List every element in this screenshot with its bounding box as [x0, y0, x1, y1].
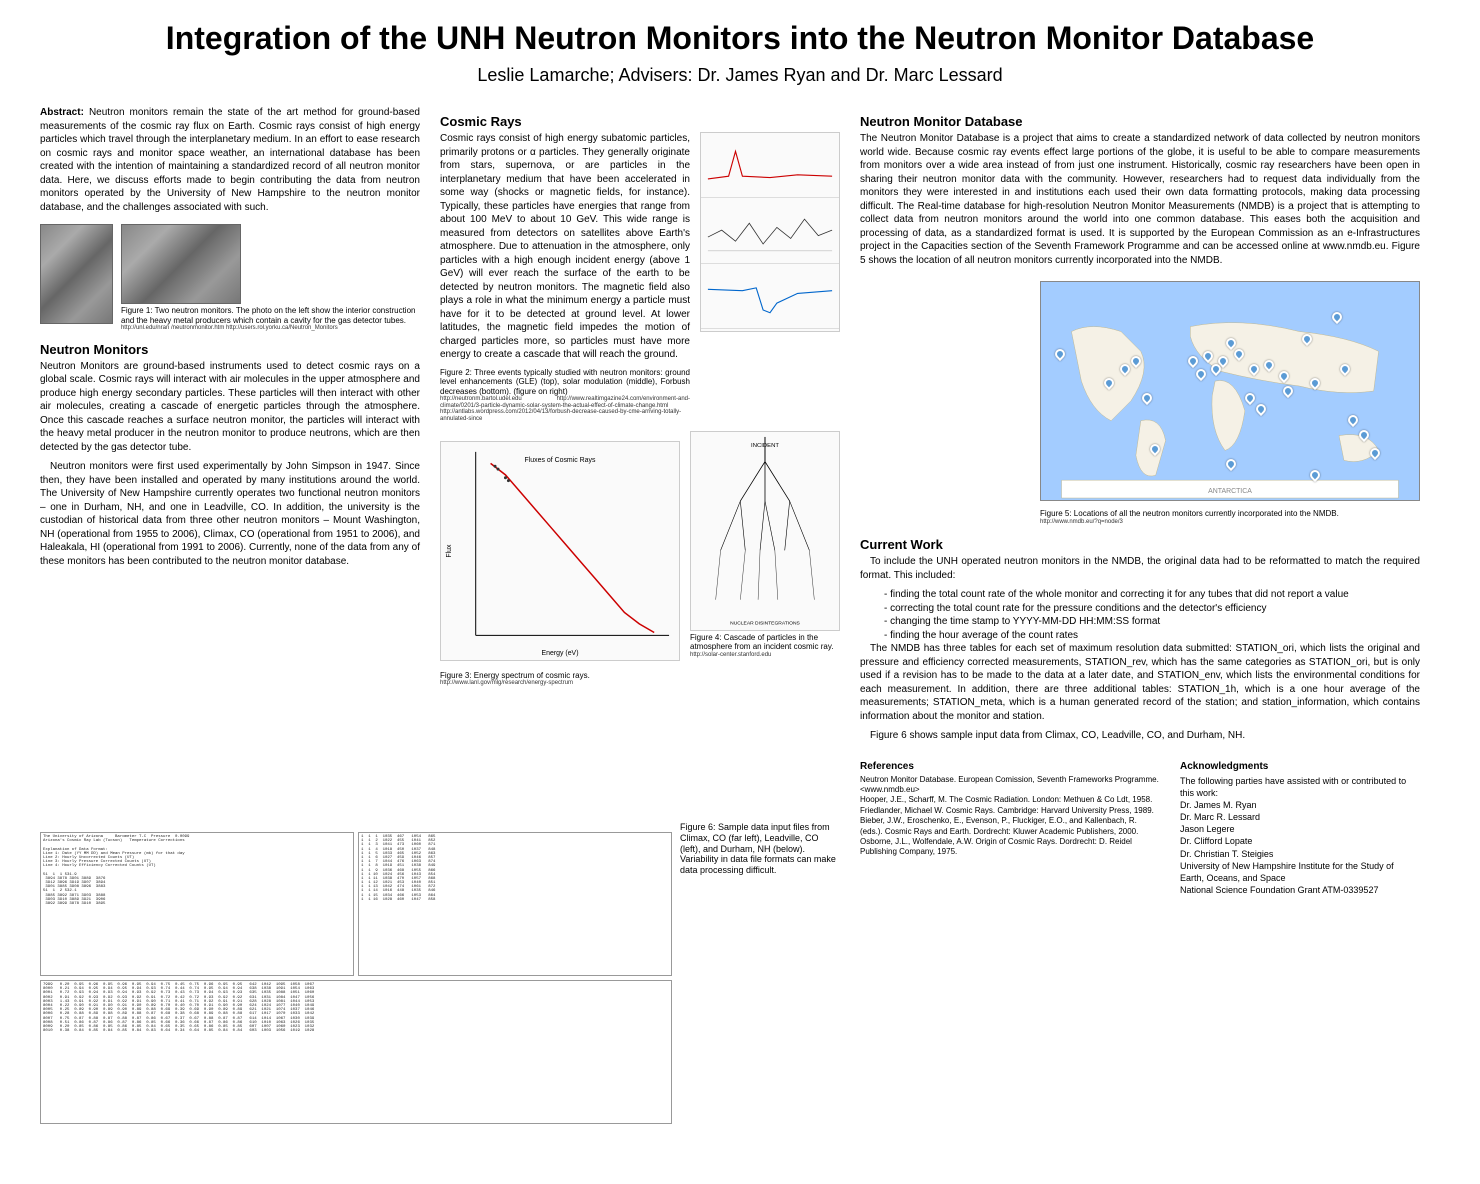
- fig2-caption: Figure 2: Three events typically studied…: [440, 368, 690, 397]
- fig4-caption: Figure 4: Cascade of particles in the at…: [690, 633, 840, 652]
- nm-p2: Neutron monitors were first used experim…: [40, 460, 420, 568]
- reference-item: Hooper, J.E., Scharff, M. The Cosmic Rad…: [860, 795, 1160, 805]
- fig6-durham-data: 7999 0.20 0.95 0.96 0.95 0.96 0.95 0.94 …: [40, 980, 672, 1124]
- column-middle: Cosmic Rays Cosmic rays consist of high …: [440, 106, 840, 896]
- cw-intro: To include the UNH operated neutron moni…: [860, 555, 1420, 582]
- figure-1: Figure 1: Two neutron monitors. The phot…: [40, 224, 420, 332]
- reference-item: Osborne, J.L., Wolfendale, A.W. Origin o…: [860, 837, 1160, 858]
- ack-item: University of New Hampshire Institute fo…: [1180, 860, 1420, 884]
- ack-item: Jason Legere: [1180, 823, 1420, 835]
- fig5-url: http://www.nmdb.eu/?q=node/3: [1040, 519, 1420, 526]
- svg-text:INCIDENT: INCIDENT: [751, 442, 779, 448]
- figure-4-cascade: INCIDENT NUCLEAR DISINTEGRATIONS: [690, 431, 840, 631]
- cw-item: - correcting the total count rate for th…: [860, 602, 1420, 616]
- ack-item: Dr. Marc R. Lessard: [1180, 811, 1420, 823]
- fig1-photo-left: [40, 224, 113, 324]
- nmdb-heading: Neutron Monitor Database: [860, 114, 1420, 129]
- svg-text:Flux: Flux: [446, 544, 453, 558]
- poster-title: Integration of the UNH Neutron Monitors …: [40, 20, 1440, 57]
- current-work-heading: Current Work: [860, 537, 1420, 552]
- cosmic-rays-heading: Cosmic Rays: [440, 114, 840, 129]
- nmdb-body: The Neutron Monitor Database is a projec…: [860, 132, 1420, 267]
- column-left: Abstract: Neutron monitors remain the st…: [40, 106, 420, 896]
- fig6-climax-data: The University of Arizona Barometer T-C …: [40, 832, 354, 976]
- cw-item: - changing the time stamp to YYYY-MM-DD …: [860, 615, 1420, 629]
- abstract-heading: Abstract:: [40, 107, 84, 118]
- figure-3-spectrum: Energy (eV) Flux Fluxes of Cosmic Rays: [440, 441, 680, 661]
- neutron-monitors-body: Neutron Monitors are ground-based instru…: [40, 360, 420, 569]
- cw-item: - finding the total count rate of the wh…: [860, 588, 1420, 602]
- acks-intro: The following parties have assisted with…: [1180, 775, 1420, 799]
- refs-acks-row: References Neutron Monitor Database. Eur…: [860, 753, 1420, 896]
- ack-item: Dr. James M. Ryan: [1180, 799, 1420, 811]
- figure-2-panels: [700, 132, 840, 332]
- neutron-monitors-heading: Neutron Monitors: [40, 342, 420, 357]
- fig6-caption: Figure 6: Sample data input files from C…: [680, 822, 840, 876]
- reference-item: Neutron Monitor Database. European Comis…: [860, 775, 1160, 796]
- fig3-caption: Figure 3: Energy spectrum of cosmic rays…: [440, 671, 680, 681]
- cw-item: - finding the hour average of the count …: [860, 629, 1420, 643]
- reference-item: Bieber, J.W., Eroschenko, E., Evenson, P…: [860, 816, 1160, 837]
- column-right: Neutron Monitor Database The Neutron Mon…: [860, 106, 1420, 896]
- fig1-caption: Figure 1: Two neutron monitors. The phot…: [121, 306, 420, 325]
- cr-text: Cosmic rays consist of high energy subat…: [440, 132, 690, 362]
- svg-text:ANTARCTICA: ANTARCTICA: [1208, 488, 1252, 495]
- fig4-url: http://solar-center.stanford.edu: [690, 652, 840, 659]
- content-columns: Abstract: Neutron monitors remain the st…: [40, 106, 1440, 896]
- fig5-caption: Figure 5: Locations of all the neutron m…: [1040, 509, 1420, 519]
- ack-item: Dr. Clifford Lopate: [1180, 835, 1420, 847]
- fig1-urls: http://unl.edu/nran /neutronmonitor.htm …: [121, 325, 420, 332]
- abstract-block: Abstract: Neutron monitors remain the st…: [40, 106, 420, 214]
- figure-6-block: The University of Arizona Barometer T-C …: [40, 820, 840, 1132]
- fig6-leadville-data: 1 1 1 1035 467 1054 865 1 1 2 1022 455 1…: [358, 832, 672, 976]
- poster-authors: Leslie Lamarche; Advisers: Dr. James Rya…: [40, 65, 1440, 86]
- fig3-url: http://www.lanl.gov/mlg/research/energy-…: [440, 680, 680, 687]
- refs-heading: References: [860, 761, 1160, 772]
- svg-text:Fluxes of Cosmic Rays: Fluxes of Cosmic Rays: [525, 456, 596, 463]
- cosmic-rays-body: Cosmic rays consist of high energy subat…: [440, 132, 690, 423]
- nm-p1: Neutron Monitors are ground-based instru…: [40, 360, 420, 455]
- svg-text:NUCLEAR DISINTEGRATIONS: NUCLEAR DISINTEGRATIONS: [730, 620, 800, 626]
- cw-closing: Figure 6 shows sample input data from Cl…: [860, 729, 1420, 743]
- nmdb-text: The Neutron Monitor Database is a projec…: [860, 132, 1420, 267]
- ack-item: Dr. Christian T. Steigies: [1180, 848, 1420, 860]
- references-block: References Neutron Monitor Database. Eur…: [860, 753, 1160, 896]
- ack-item: National Science Foundation Grant ATM-03…: [1180, 884, 1420, 896]
- abstract-text: Neutron monitors remain the state of the…: [40, 107, 420, 213]
- reference-item: Friedlander, Michael W. Cosmic Rays. Cam…: [860, 806, 1160, 816]
- figure-3-4-row: Energy (eV) Flux Fluxes of Cosmic Rays Fig…: [440, 431, 840, 687]
- cw-tail: The NMDB has three tables for each set o…: [860, 642, 1420, 743]
- fig1-photo-right: [121, 224, 241, 304]
- current-work-body: To include the UNH operated neutron moni…: [860, 555, 1420, 582]
- cw-tables: The NMDB has three tables for each set o…: [860, 642, 1420, 723]
- acks-heading: Acknowledgments: [1180, 761, 1420, 772]
- svg-text:Energy (eV): Energy (eV): [541, 650, 578, 657]
- figure-5-map: ANTARCTICA: [1040, 281, 1420, 501]
- fig2-urls: http://neutronm.bartol.udel.edu http://w…: [440, 396, 690, 422]
- acknowledgments-block: Acknowledgments The following parties ha…: [1180, 753, 1420, 896]
